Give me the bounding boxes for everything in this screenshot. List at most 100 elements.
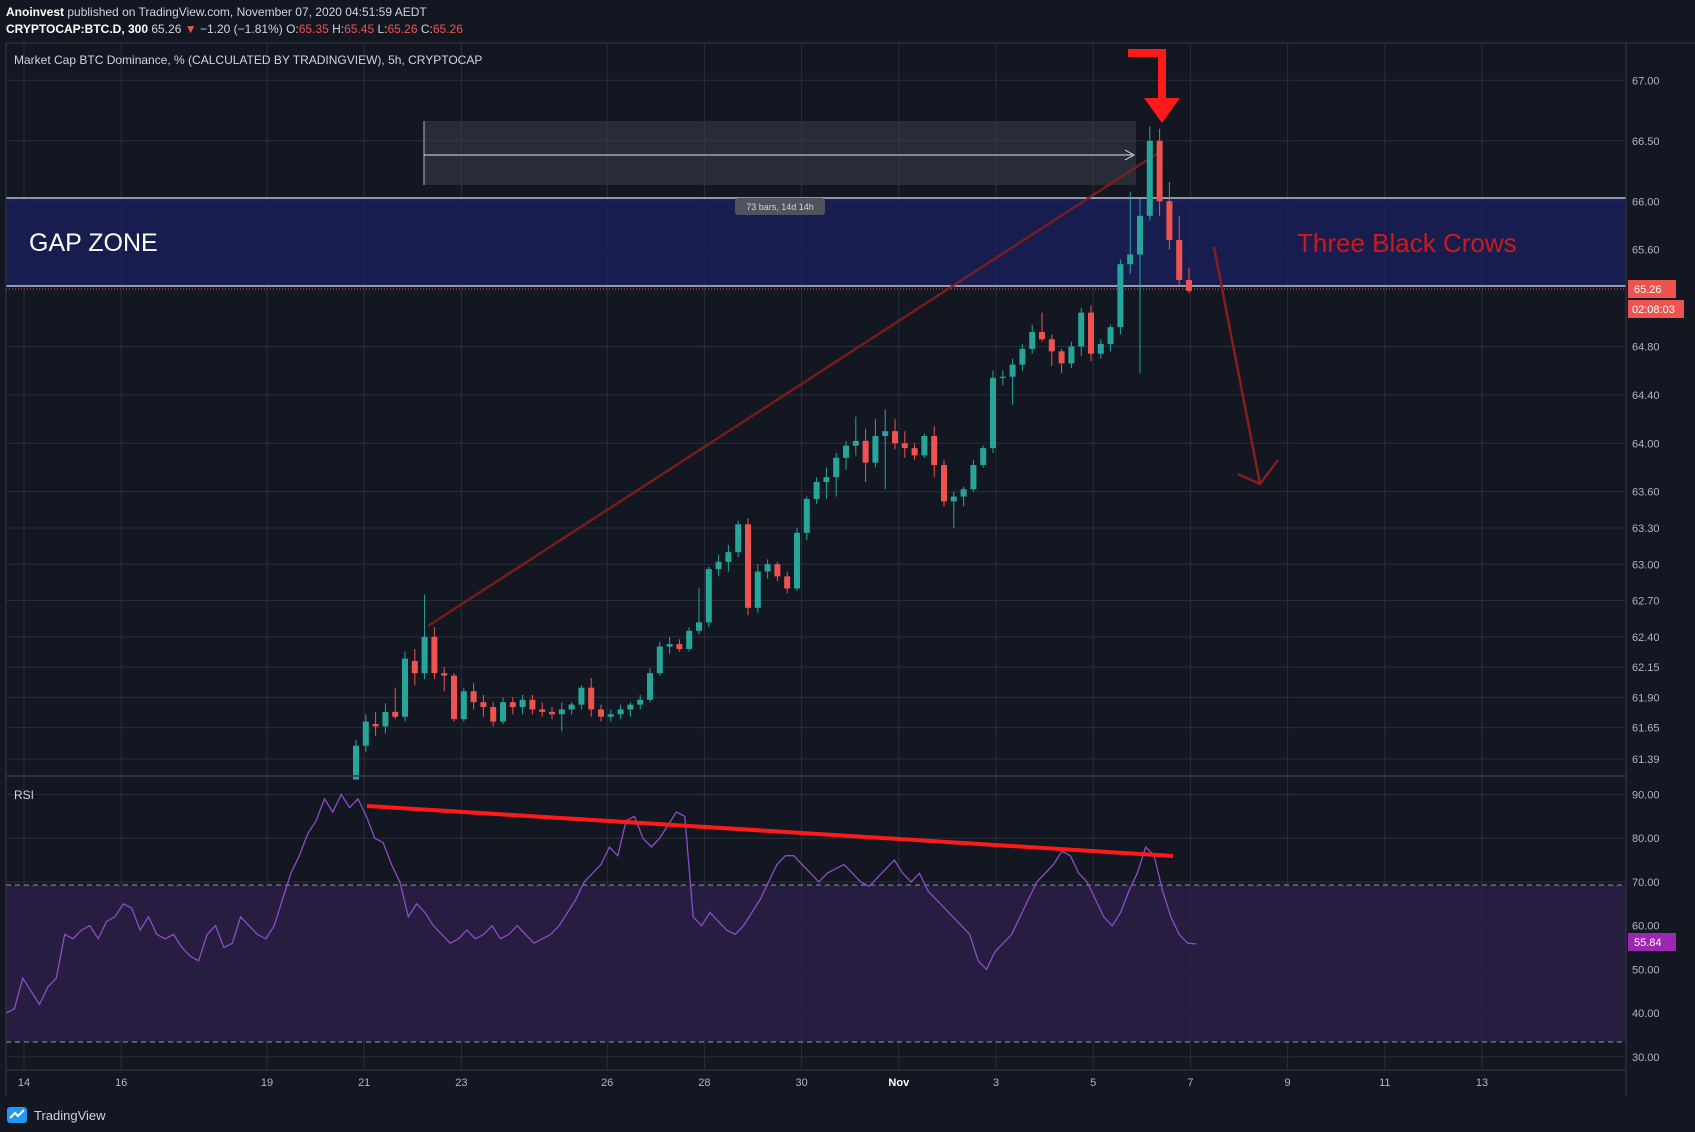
- candle-body: [617, 709, 624, 715]
- candle-body: [950, 496, 957, 502]
- rsi-last-badge: [1628, 933, 1676, 951]
- candle-body: [852, 440, 859, 446]
- candle-body: [725, 552, 732, 562]
- candle-body: [745, 524, 751, 608]
- candle-body: [1039, 331, 1045, 340]
- price-tick: 64.40: [1632, 390, 1660, 402]
- candle-body: [470, 691, 477, 703]
- candle-body: [372, 723, 379, 727]
- close-label: C:: [420, 22, 433, 36]
- candle-body: [892, 431, 898, 444]
- candle-body: [1009, 364, 1016, 377]
- candle-body: [509, 702, 516, 708]
- candle-body: [1107, 327, 1114, 345]
- price-tick: 64.80: [1632, 341, 1660, 353]
- candle-body: [1019, 348, 1026, 365]
- rsi-tick: 40.00: [1632, 1008, 1660, 1020]
- candle-body: [529, 699, 536, 710]
- rsi-axis[interactable]: 90.00 80.00 70.00 60.00 50.00 40.00 30.00: [1632, 789, 1660, 1063]
- high-label: H:: [332, 22, 345, 36]
- rsi-tick: 80.00: [1632, 833, 1660, 845]
- time-tick: 16: [115, 1077, 127, 1089]
- candle-body: [1176, 240, 1183, 280]
- candle-body: [980, 448, 987, 466]
- low-value: 65.26: [387, 22, 418, 36]
- candle-body: [402, 658, 408, 717]
- time-tick: 11: [1379, 1077, 1390, 1089]
- candle-body: [441, 673, 448, 676]
- publish-line: Anoinvest published on TradingView.com, …: [6, 5, 427, 19]
- rsi-tick: 60.00: [1632, 921, 1660, 933]
- candle-body: [999, 376, 1006, 378]
- time-tick: 26: [601, 1077, 613, 1089]
- candle-body: [1156, 140, 1163, 202]
- candle-body: [539, 709, 546, 712]
- candle-body: [421, 636, 428, 674]
- high-value: 65.45: [344, 22, 375, 36]
- candle-body: [735, 524, 742, 553]
- last-price-label: 65.26: [1634, 284, 1662, 296]
- candle-body: [588, 687, 595, 710]
- time-tick: 7: [1187, 1077, 1193, 1089]
- candle-body: [813, 481, 820, 499]
- candle-body: [843, 445, 849, 458]
- time-axis[interactable]: 14 16 19 21 23 26 28 30 Nov 3 5 7 9 11 13: [18, 1077, 1488, 1089]
- candle-body: [705, 569, 712, 623]
- close-value: 65.26: [432, 22, 463, 36]
- candle-body: [362, 721, 369, 746]
- candle-body: [872, 436, 879, 463]
- candle-body: [392, 711, 399, 717]
- last-price-badge: [1628, 280, 1676, 298]
- rsi-title: RSI: [14, 788, 34, 802]
- price-tick: 63.60: [1632, 487, 1660, 499]
- last-value: 65.26: [151, 22, 182, 36]
- price-tick: 63.30: [1632, 523, 1660, 535]
- candle-body: [490, 707, 497, 722]
- rsi-tick: 30.00: [1632, 1052, 1660, 1064]
- measure-label: 73 bars, 14d 14h: [746, 202, 814, 212]
- candle-body: [1058, 351, 1065, 364]
- candle-body: [411, 661, 418, 674]
- footer[interactable]: TradingView: [6, 1104, 106, 1126]
- symbol-name[interactable]: CRYPTOCAP:BTC.D, 300: [6, 22, 149, 36]
- measure-box: [424, 121, 1136, 185]
- candle-body: [1078, 312, 1085, 347]
- symbol-line: CRYPTOCAP:BTC.D, 300 65.26 ▼ −1.20 (−1.8…: [6, 22, 463, 36]
- header: Anoinvest published on TradingView.com, …: [0, 0, 1695, 42]
- candle-body: [862, 440, 869, 463]
- price-tick: 67.00: [1632, 75, 1660, 87]
- candle-body: [1117, 264, 1124, 328]
- candle-body: [578, 687, 585, 705]
- author-name[interactable]: Anoinvest: [6, 5, 65, 19]
- candle-body: [558, 709, 565, 715]
- open-value: 65.35: [298, 22, 329, 36]
- rsi-tick: 90.00: [1632, 789, 1660, 801]
- candle-body: [911, 448, 918, 456]
- candle-body: [823, 477, 830, 482]
- price-tick: 62.15: [1632, 662, 1660, 674]
- low-label: L:: [377, 22, 388, 36]
- change-value: −1.20 (−1.81%): [199, 22, 283, 36]
- candle-body: [1186, 279, 1192, 291]
- candle-body: [647, 673, 653, 700]
- candle-body: [451, 675, 457, 720]
- red-down-arrow-icon: [1128, 49, 1180, 123]
- candle-body: [519, 699, 526, 708]
- time-tick: 5: [1090, 1077, 1096, 1089]
- price-tick: 62.40: [1632, 632, 1660, 644]
- price-axis[interactable]: 67.00 66.50 66.00 65.60 64.80 64.40 64.00 63.60…: [1632, 75, 1660, 766]
- candle-body: [990, 377, 996, 449]
- rsi-tick: 50.00: [1632, 964, 1660, 976]
- candle-body: [774, 564, 781, 577]
- chart-title: Market Cap BTC Dominance, % (CALCULATED …: [14, 53, 482, 67]
- candle-body: [676, 644, 683, 649]
- time-tick: 14: [18, 1077, 30, 1089]
- price-tick: 65.60: [1632, 245, 1660, 257]
- candle-body: [754, 571, 761, 608]
- candle-body: [794, 532, 800, 589]
- price-tick: 64.00: [1632, 438, 1660, 450]
- time-tick: 3: [993, 1077, 999, 1089]
- rsi-last-label: 55.84: [1634, 937, 1662, 949]
- candle-body: [460, 691, 467, 720]
